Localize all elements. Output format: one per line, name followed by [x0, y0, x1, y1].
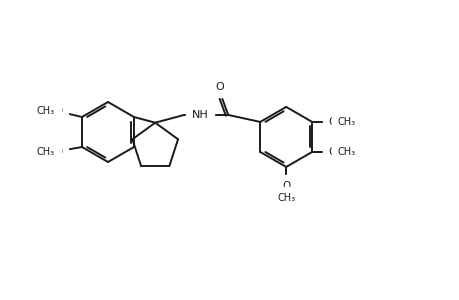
Text: O: O	[281, 181, 290, 191]
Text: O: O	[327, 117, 336, 127]
Text: O: O	[54, 147, 62, 157]
Text: O: O	[54, 106, 62, 116]
Text: O: O	[215, 82, 224, 92]
Text: CH₃: CH₃	[37, 147, 55, 157]
Text: O: O	[327, 147, 336, 157]
Text: CH₃: CH₃	[336, 117, 354, 127]
Text: NH: NH	[191, 110, 208, 120]
Text: CH₃: CH₃	[336, 147, 354, 157]
Text: CH₃: CH₃	[37, 106, 55, 116]
Text: CH₃: CH₃	[276, 193, 295, 203]
